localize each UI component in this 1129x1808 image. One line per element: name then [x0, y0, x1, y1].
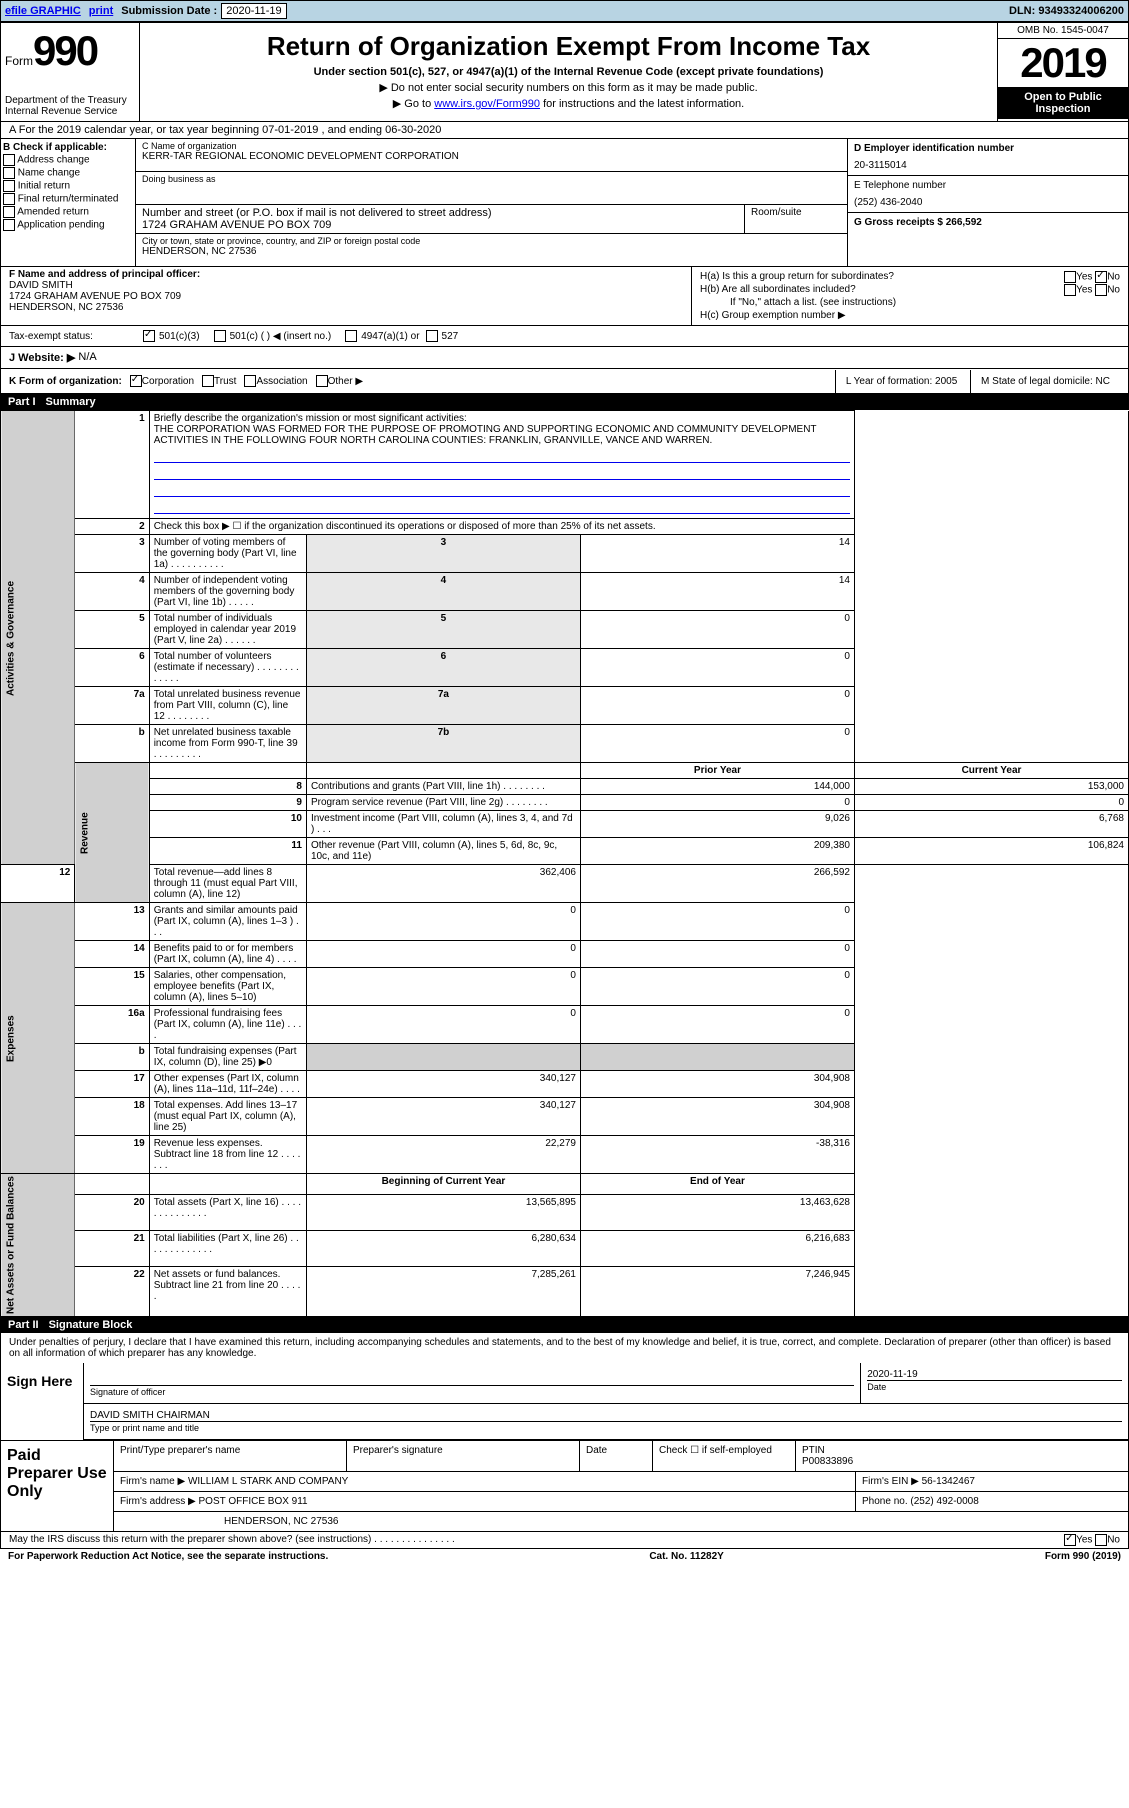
- form-header: Form 990 Department of the Treasury Inte…: [0, 22, 1129, 122]
- chk-trust[interactable]: [202, 375, 214, 387]
- row-fh: F Name and address of principal officer:…: [0, 267, 1129, 326]
- firm-ein: 56-1342467: [922, 1476, 975, 1487]
- chk-hb-yes[interactable]: [1064, 284, 1076, 296]
- dept-treasury: Department of the Treasury Internal Reve…: [5, 95, 135, 117]
- firm-name: WILLIAM L STARK AND COMPANY: [188, 1476, 348, 1487]
- subtitle-1: Under section 501(c), 527, or 4947(a)(1)…: [144, 66, 993, 78]
- row-j-website: J Website: ▶ N/A: [0, 347, 1129, 369]
- cat-no: Cat. No. 11282Y: [649, 1551, 723, 1562]
- gross-receipts: G Gross receipts $ 266,592: [848, 213, 1128, 232]
- form-number: 990: [33, 27, 97, 75]
- dln: DLN: 93493324006200: [1009, 5, 1124, 17]
- tax-year: 2019: [998, 39, 1128, 87]
- row-tax-status: Tax-exempt status: 501(c)(3) 501(c) ( ) …: [0, 326, 1129, 347]
- chk-corp[interactable]: [130, 375, 142, 387]
- officer-name: DAVID SMITH: [9, 280, 683, 291]
- chk-discuss-no[interactable]: [1095, 1534, 1107, 1546]
- ein: 20-3115014: [854, 160, 1122, 171]
- chk-527[interactable]: [426, 330, 438, 342]
- col-b-checkboxes: B Check if applicable: Address change Na…: [1, 139, 136, 266]
- sig-declaration: Under penalties of perjury, I declare th…: [1, 1333, 1128, 1363]
- chk-hb-no[interactable]: [1095, 284, 1107, 296]
- org-city: HENDERSON, NC 27536: [142, 246, 841, 257]
- form-990-footer: Form 990 (2019): [1045, 1551, 1121, 1562]
- subtitle-3: ▶ Go to www.irs.gov/Form990 for instruct…: [144, 97, 993, 110]
- print-link[interactable]: print: [89, 5, 113, 17]
- omb-number: OMB No. 1545-0047: [998, 23, 1128, 39]
- section-bcd: B Check if applicable: Address change Na…: [0, 139, 1129, 267]
- summary-table: Activities & Governance1Briefly describe…: [0, 410, 1129, 1317]
- room-suite: Room/suite: [745, 205, 847, 233]
- paid-label: Paid Preparer Use Only: [1, 1441, 114, 1531]
- row-a-period: A For the 2019 calendar year, or tax yea…: [0, 122, 1129, 139]
- telephone: (252) 436-2040: [854, 197, 1122, 208]
- chk-501c3[interactable]: [143, 330, 155, 342]
- org-address: 1724 GRAHAM AVENUE PO BOX 709: [142, 219, 738, 231]
- officer-addr2: HENDERSON, NC 27536: [9, 302, 683, 313]
- sub-label: Submission Date :: [121, 5, 217, 17]
- top-bar: efile GRAPHIC print Submission Date : 20…: [0, 0, 1129, 22]
- chk-assoc[interactable]: [244, 375, 256, 387]
- col-c-org: C Name of organization KERR-TAR REGIONAL…: [136, 139, 847, 266]
- firm-addr1: POST OFFICE BOX 911: [199, 1496, 308, 1507]
- state-domicile: M State of legal domicile: NC: [970, 370, 1120, 393]
- chk-name-change[interactable]: [3, 167, 15, 179]
- chk-ha-yes[interactable]: [1064, 271, 1076, 283]
- website-val: N/A: [78, 351, 96, 364]
- chk-address-change[interactable]: [3, 154, 15, 166]
- org-name: KERR-TAR REGIONAL ECONOMIC DEVELOPMENT C…: [142, 151, 841, 162]
- chk-amended[interactable]: [3, 206, 15, 218]
- year-formation: L Year of formation: 2005: [835, 370, 967, 393]
- sign-here-label: Sign Here: [1, 1363, 84, 1440]
- row-k-form-org: K Form of organization: Corporation Trus…: [0, 369, 1129, 394]
- chk-ha-no[interactable]: [1095, 271, 1107, 283]
- sig-date: 2020-11-19: [867, 1369, 1122, 1380]
- officer-addr1: 1724 GRAHAM AVENUE PO BOX 709: [9, 291, 683, 302]
- form-word: Form: [5, 54, 33, 68]
- firm-phone: (252) 492-0008: [910, 1496, 978, 1507]
- signature-block: Under penalties of perjury, I declare th…: [0, 1333, 1129, 1441]
- efile-link[interactable]: efile GRAPHIC: [5, 5, 81, 17]
- sig-name: DAVID SMITH CHAIRMAN: [90, 1410, 1122, 1421]
- chk-4947[interactable]: [345, 330, 357, 342]
- firm-addr2: HENDERSON, NC 27536: [114, 1512, 1128, 1531]
- part2-header: Part II Signature Block: [0, 1317, 1129, 1333]
- sub-date: 2020-11-19: [221, 3, 286, 19]
- open-public: Open to Public Inspection: [998, 87, 1128, 119]
- ptin: P00833896: [802, 1456, 853, 1467]
- col-d-info: D Employer identification number 20-3115…: [847, 139, 1128, 266]
- chk-discuss-yes[interactable]: [1064, 1534, 1076, 1546]
- paid-preparer: Paid Preparer Use Only Print/Type prepar…: [0, 1441, 1129, 1532]
- footer-notice: For Paperwork Reduction Act Notice, see …: [0, 1549, 1129, 1564]
- chk-initial-return[interactable]: [3, 180, 15, 192]
- chk-pending[interactable]: [3, 219, 15, 231]
- chk-final-return[interactable]: [3, 193, 15, 205]
- form-title: Return of Organization Exempt From Incom…: [144, 31, 993, 62]
- part1-header: Part I Summary: [0, 394, 1129, 410]
- subtitle-2: ▶ Do not enter social security numbers o…: [144, 81, 993, 94]
- chk-501c[interactable]: [214, 330, 226, 342]
- discuss-row: May the IRS discuss this return with the…: [0, 1532, 1129, 1549]
- chk-other[interactable]: [316, 375, 328, 387]
- irs-link[interactable]: www.irs.gov/Form990: [434, 98, 540, 110]
